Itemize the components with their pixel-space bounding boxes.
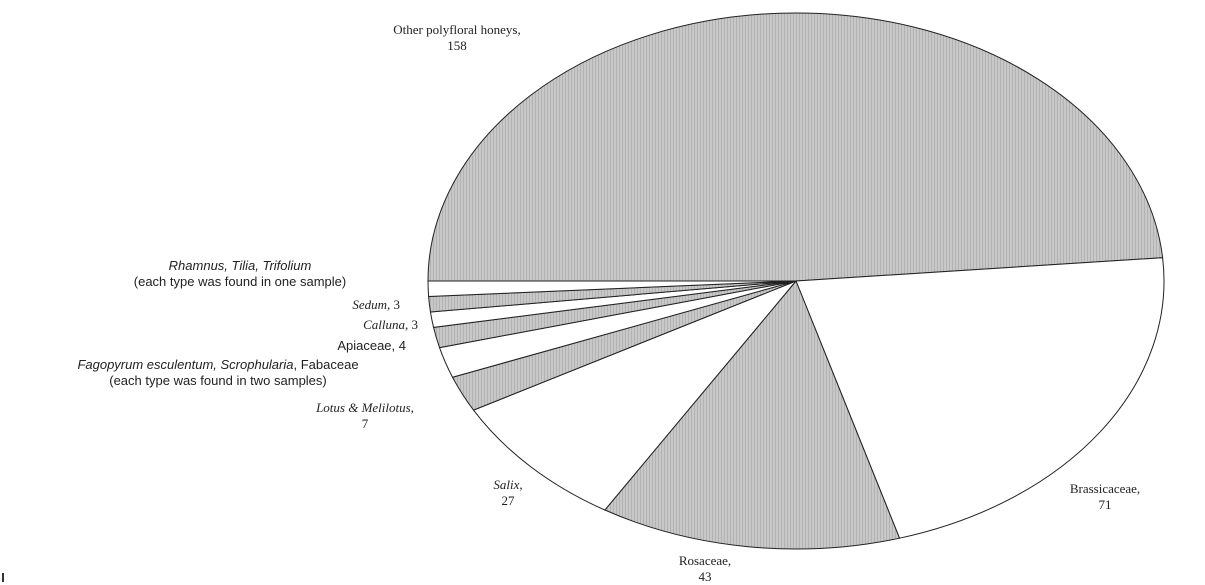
slice-label-text: Rosaceae, — [678, 553, 732, 568]
slice-label-other-polyfloral-honeys: Other polyfloral honeys, 158 — [352, 22, 562, 54]
slice-label-rosaceae: Rosaceae, 43 — [650, 553, 760, 585]
slice-label-calluna: Calluna, 3 — [250, 317, 418, 333]
slice-label-text: Other polyfloral honeys, — [393, 22, 521, 37]
slice-label-text: , Fabaceae — [293, 357, 359, 372]
slice-label-text: 71 — [1098, 497, 1112, 512]
slice-label-text: 43 — [698, 569, 712, 584]
slice-label-text: Apiaceae, 4 — [337, 338, 406, 353]
slice-label-text: 158 — [447, 38, 467, 53]
slice-label-text: , — [519, 477, 523, 492]
slice-label-brassicaceae: Brassicaceae, 71 — [1040, 481, 1170, 513]
slice-label-text: 7 — [361, 416, 369, 431]
slice-label-fagopyrum-esculentum-scrophularia-fabaceae: Fagopyrum esculentum, Scrophularia, Faba… — [8, 357, 428, 389]
slice-label-text: Brassicaceae, — [1069, 481, 1141, 496]
stray-mark — [2, 573, 4, 582]
slice-label-text: Salix — [493, 477, 520, 492]
slice-label-text: (each type was found in one sample) — [133, 274, 347, 289]
slice-label-sedum: Sedum, 3 — [250, 297, 400, 313]
pie-slice-brassicaceae — [795, 257, 1165, 539]
slice-label-text: 27 — [501, 493, 515, 508]
slice-label-text: (each type was found in two samples) — [109, 373, 327, 388]
slice-label-lotus-melilotus: Lotus & Melilotus, 7 — [260, 400, 470, 432]
slice-label-text: Lotus & Melilotus, — [316, 400, 414, 415]
slice-label-text: Rhamnus, Tilia, Trifolium — [168, 258, 312, 273]
slice-label-text: Calluna — [363, 317, 405, 332]
pie-slice-salix — [472, 280, 797, 511]
slice-label-apiaceae: Apiaceae, 4 — [270, 338, 406, 354]
slice-label-text: Sedum — [352, 297, 387, 312]
pie-slice-rosaceae — [604, 280, 901, 550]
slice-label-rhamnus-tilia-trifolium: Rhamnus, Tilia, Trifolium (each type was … — [70, 258, 410, 290]
slice-label-text: , 3 — [405, 317, 418, 332]
slice-label-text: Fagopyrum esculentum, Scrophularia — [77, 357, 294, 372]
pie-slice-rhamnus-tilia-trifolium — [427, 280, 797, 298]
slice-label-salix: Salix, 27 — [478, 477, 538, 509]
slice-label-text: , 3 — [387, 297, 400, 312]
pie-slice-other-polyfloral-honeys — [427, 12, 1164, 282]
